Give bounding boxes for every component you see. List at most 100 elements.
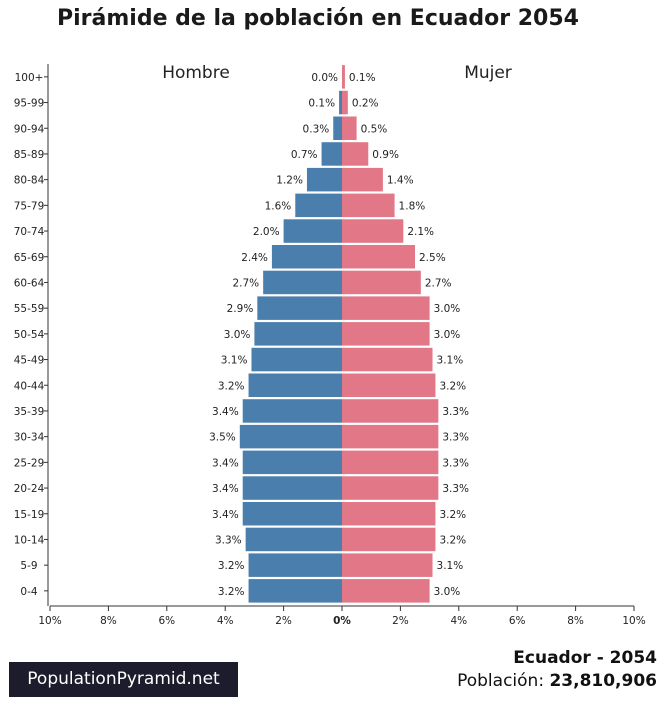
data-label-mujer: 3.1% xyxy=(437,355,464,367)
data-label-hombre: 0.0% xyxy=(311,72,338,84)
data-label-mujer: 3.1% xyxy=(437,560,464,572)
x-tick-label: 2% xyxy=(275,615,292,627)
category-label: 0-4 xyxy=(20,586,37,598)
category-label: 80-84 xyxy=(14,175,45,187)
data-label-mujer: 0.2% xyxy=(352,98,379,110)
bar-mujer xyxy=(342,193,395,218)
bar-mujer xyxy=(342,219,404,243)
bar-hombre xyxy=(271,245,342,269)
legend-hombre: Hombre xyxy=(162,63,230,83)
bar-hombre xyxy=(242,399,342,423)
data-label-hombre: 2.9% xyxy=(227,303,254,315)
category-label: 95-99 xyxy=(14,98,45,110)
bar-hombre xyxy=(295,193,342,218)
bar-hombre xyxy=(248,553,342,577)
data-label-mujer: 2.7% xyxy=(425,277,452,289)
category-label: 70-74 xyxy=(14,226,45,238)
chart-title: Pirámide de la población en Ecuador 2054 xyxy=(57,6,579,31)
bar-hombre xyxy=(245,527,342,552)
bar-hombre xyxy=(251,347,342,372)
data-label-mujer: 3.2% xyxy=(439,380,466,392)
data-label-hombre: 1.6% xyxy=(265,200,292,212)
bar-mujer xyxy=(342,527,436,552)
population-value: 23,810,906 xyxy=(549,671,657,691)
data-label-hombre: 3.1% xyxy=(221,355,248,367)
population-pyramid-chart: Hombre Mujer 100+ 0.0% 0.1% 95-99 0.1% 0.2% 90-9… xyxy=(14,63,646,627)
data-label-hombre: 3.2% xyxy=(218,560,245,572)
data-label-mujer: 3.3% xyxy=(442,432,469,444)
brand-logo[interactable]: PopulationPyramid.net xyxy=(9,662,238,697)
bar-hombre xyxy=(242,476,342,500)
population-total: Población: 23,810,906 xyxy=(457,671,657,691)
data-label-hombre: 3.5% xyxy=(209,432,236,444)
data-label-mujer: 3.3% xyxy=(442,457,469,469)
category-label: 30-34 xyxy=(14,432,45,444)
bar-mujer xyxy=(342,579,430,603)
data-label-hombre: 3.2% xyxy=(218,380,245,392)
data-label-hombre: 2.4% xyxy=(241,252,268,264)
data-label-hombre: 2.0% xyxy=(253,226,280,238)
bar-mujer xyxy=(342,373,436,397)
data-label-mujer: 3.0% xyxy=(434,586,461,598)
data-label-hombre: 2.7% xyxy=(232,277,259,289)
bar-hombre xyxy=(248,373,342,397)
bar-mujer xyxy=(342,450,439,475)
bar-hombre xyxy=(239,424,342,449)
category-label: 20-24 xyxy=(14,483,45,495)
category-label: 85-89 xyxy=(14,149,45,161)
data-label-mujer: 0.1% xyxy=(349,72,376,84)
category-label: 100+ xyxy=(15,72,44,84)
data-label-mujer: 1.8% xyxy=(399,200,426,212)
data-label-hombre: 3.4% xyxy=(212,406,239,418)
data-label-mujer: 3.3% xyxy=(442,406,469,418)
bar-mujer xyxy=(342,399,439,423)
x-tick-label: 8% xyxy=(567,615,584,627)
x-tick-label: 8% xyxy=(100,615,117,627)
bar-hombre xyxy=(248,579,342,603)
bar-mujer xyxy=(342,270,421,295)
data-label-hombre: 3.4% xyxy=(212,457,239,469)
bar-mujer xyxy=(342,322,430,346)
bar-mujer xyxy=(342,476,439,500)
data-label-hombre: 0.3% xyxy=(303,123,330,135)
data-label-mujer: 3.0% xyxy=(434,303,461,315)
bar-mujer xyxy=(342,142,369,166)
category-label: 65-69 xyxy=(14,252,45,264)
bar-hombre xyxy=(306,167,342,192)
category-label: 50-54 xyxy=(14,329,45,341)
category-label: 5-9 xyxy=(20,560,37,572)
bar-mujer xyxy=(342,65,345,89)
x-tick-label: 10% xyxy=(38,615,61,627)
bar-mujer xyxy=(342,502,436,526)
country-year-label: Ecuador - 2054 xyxy=(513,648,657,668)
population-label: Población: xyxy=(457,671,545,691)
category-label: 90-94 xyxy=(14,123,45,135)
data-label-mujer: 3.3% xyxy=(442,483,469,495)
bar-hombre xyxy=(257,296,342,320)
x-tick-label: 4% xyxy=(450,615,467,627)
x-tick-label: 6% xyxy=(158,615,175,627)
category-label: 35-39 xyxy=(14,406,45,418)
bar-hombre xyxy=(339,90,342,115)
data-label-mujer: 3.2% xyxy=(439,534,466,546)
data-label-hombre: 0.1% xyxy=(308,98,335,110)
bar-hombre xyxy=(333,116,342,140)
category-label: 60-64 xyxy=(14,277,45,289)
data-label-hombre: 3.4% xyxy=(212,509,239,521)
bar-hombre xyxy=(283,219,342,243)
bar-mujer xyxy=(342,347,433,372)
data-label-mujer: 0.5% xyxy=(361,123,388,135)
data-label-hombre: 1.2% xyxy=(276,175,303,187)
x-tick-label: 0% xyxy=(333,615,351,627)
category-label: 75-79 xyxy=(14,200,45,212)
bar-mujer xyxy=(342,167,383,192)
category-label: 25-29 xyxy=(14,457,45,469)
data-label-hombre: 3.4% xyxy=(212,483,239,495)
category-label: 10-14 xyxy=(14,534,45,546)
data-label-hombre: 0.7% xyxy=(291,149,318,161)
bar-hombre xyxy=(263,270,342,295)
bar-hombre xyxy=(321,142,342,166)
bar-mujer xyxy=(342,553,433,577)
x-tick-label: 4% xyxy=(217,615,234,627)
bar-hombre xyxy=(242,502,342,526)
